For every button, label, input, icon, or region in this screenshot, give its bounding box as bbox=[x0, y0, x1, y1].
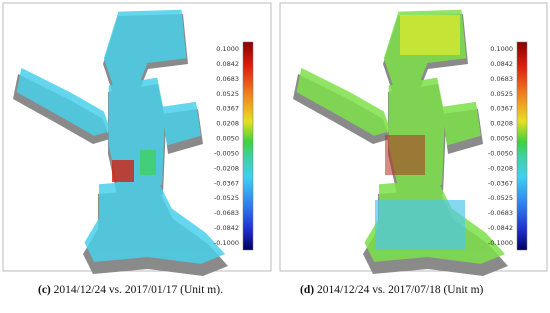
colorbar-label: 0.1000 bbox=[490, 45, 513, 53]
colorbar-label: 0.0367 bbox=[490, 105, 513, 113]
caption-label: (c) bbox=[38, 284, 51, 296]
colorbar-label: -0.1000 bbox=[214, 239, 239, 247]
caption-text: 2014/12/24 vs. 2017/01/17 (Unit m). bbox=[53, 284, 223, 296]
colorbar-label: 0.0683 bbox=[490, 75, 513, 83]
change-region bbox=[400, 15, 460, 55]
colorbar-label: 0.0367 bbox=[216, 105, 239, 113]
change-region bbox=[112, 160, 134, 182]
colorbar-label: -0.0208 bbox=[214, 164, 239, 172]
colorbar-label: 0.0842 bbox=[490, 60, 513, 68]
colorbar-label: 0.0525 bbox=[216, 90, 239, 98]
colorbar-label: 0.0842 bbox=[216, 60, 239, 68]
figure-panels: 0.1000 0.0842 0.0683 0.0525 0.0367 0.0208 0.00… bbox=[2, 2, 548, 276]
colorbar-labels: 0.1000 0.0842 0.0683 0.0525 0.0367 0.0208 0.00… bbox=[488, 45, 513, 247]
colorbar-label: -0.0050 bbox=[214, 149, 239, 157]
colorbar-label: -0.0683 bbox=[214, 209, 239, 217]
colorbar-label: 0.0683 bbox=[216, 75, 239, 83]
colorbar-labels: 0.1000 0.0842 0.0683 0.0525 0.0367 0.0208 0.00… bbox=[214, 45, 239, 247]
colorbar-label: -0.0367 bbox=[214, 179, 239, 187]
colorbar-label: -0.0525 bbox=[214, 194, 239, 202]
colorbar-label: -0.0208 bbox=[488, 164, 513, 172]
colorbar-label: -0.0367 bbox=[488, 179, 513, 187]
colorbar bbox=[242, 41, 254, 251]
colorbar bbox=[516, 41, 528, 251]
panel-d: 0.1000 0.0842 0.0683 0.0525 0.0367 0.0208 0.00… bbox=[279, 2, 548, 276]
colorbar-label: -0.0842 bbox=[488, 224, 513, 232]
caption: (c) 2014/12/24 vs. 2017/01/17 (Unit m). bbox=[38, 284, 223, 296]
colorbar-label: 0.0050 bbox=[490, 135, 513, 143]
caption: (d) 2014/12/24 vs. 2017/07/18 (Unit m) bbox=[300, 284, 483, 296]
colorbar-label: 0.0208 bbox=[216, 120, 239, 128]
change-region bbox=[375, 200, 465, 250]
colorbar-label: 0.1000 bbox=[216, 45, 239, 53]
colorbar-label: -0.1000 bbox=[488, 239, 513, 247]
change-region bbox=[140, 150, 156, 175]
colorbar-label: -0.0525 bbox=[488, 194, 513, 202]
colorbar-label: -0.0683 bbox=[488, 209, 513, 217]
caption-label: (d) bbox=[300, 284, 315, 296]
caption-text: 2014/12/24 vs. 2017/07/18 (Unit m) bbox=[316, 284, 484, 296]
colorbar-label: -0.0050 bbox=[488, 149, 513, 157]
colorbar-label: -0.0842 bbox=[214, 224, 239, 232]
colorbar-label: 0.0525 bbox=[490, 90, 513, 98]
colorbar-label: 0.0050 bbox=[216, 135, 239, 143]
change-region bbox=[385, 135, 425, 175]
colorbar-label: 0.0208 bbox=[490, 120, 513, 128]
panel-c: 0.1000 0.0842 0.0683 0.0525 0.0367 0.0208 0.00… bbox=[2, 2, 272, 276]
